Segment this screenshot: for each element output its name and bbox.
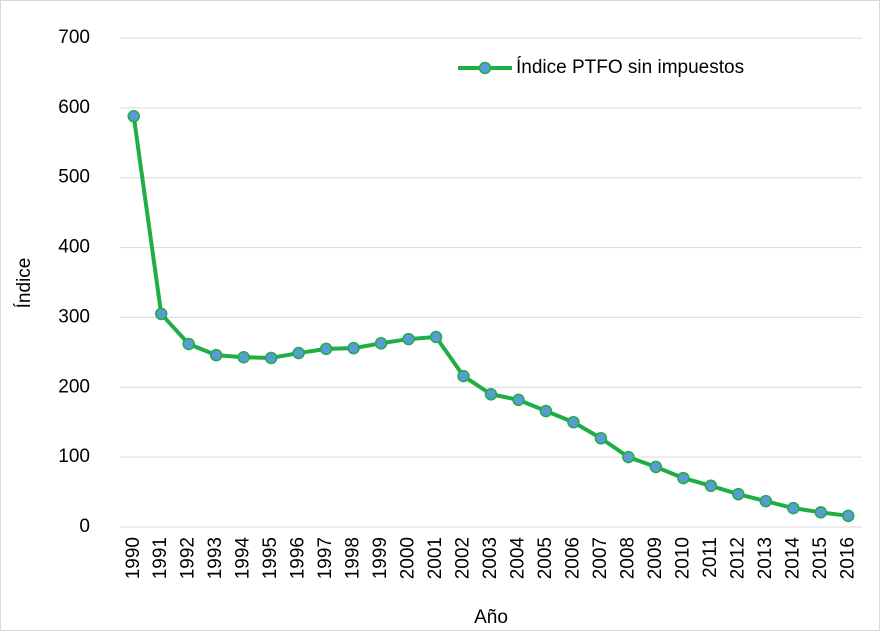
x-tick-label: 2012 — [727, 537, 748, 579]
x-tick-label: 2007 — [590, 537, 611, 579]
x-tick-label: 1990 — [123, 537, 144, 579]
data-point — [649, 460, 663, 474]
x-tick-label: 2013 — [755, 537, 776, 579]
x-tick-label: 2014 — [782, 537, 803, 580]
y-axis-label: Índice — [14, 258, 35, 309]
y-tick-label: 200 — [58, 376, 90, 397]
x-tick-label: 1999 — [370, 537, 391, 579]
data-point — [127, 109, 140, 123]
y-tick-label: 300 — [58, 306, 90, 327]
data-point — [154, 307, 168, 321]
data-point — [622, 450, 635, 464]
legend-label: Índice PTFO sin impuestos — [516, 57, 744, 78]
data-point — [264, 351, 278, 365]
y-tick-label: 400 — [58, 237, 90, 258]
data-point — [209, 348, 223, 362]
x-tick-label: 2004 — [507, 537, 528, 580]
y-tick-label: 600 — [58, 97, 90, 118]
x-tick-label: 1992 — [178, 537, 199, 579]
x-tick-label: 1995 — [260, 537, 281, 579]
data-point — [814, 506, 828, 519]
data-point — [732, 487, 745, 501]
y-tick-label: 0 — [79, 516, 90, 537]
x-tick-label: 1997 — [315, 537, 336, 579]
data-point — [759, 494, 773, 508]
data-point — [402, 332, 415, 346]
x-tick-label: 2001 — [425, 537, 446, 579]
data-point — [512, 393, 525, 407]
data-point — [292, 346, 305, 360]
data-point — [374, 337, 388, 350]
legend-marker — [478, 61, 492, 75]
x-tick-label: 2005 — [535, 537, 556, 579]
data-point — [704, 479, 718, 493]
data-point — [319, 342, 333, 356]
x-tick-label: 2016 — [837, 537, 858, 579]
x-axis-label: Año — [474, 607, 508, 628]
x-tick-label: 1994 — [233, 537, 254, 580]
y-tick-label: 500 — [58, 167, 90, 188]
data-point — [237, 350, 250, 364]
data-point — [484, 388, 498, 401]
data-point — [594, 432, 608, 445]
x-tick-label: 2002 — [453, 537, 474, 579]
data-point — [429, 330, 443, 344]
data-point — [539, 404, 553, 418]
x-tick-label: 2011 — [700, 537, 721, 578]
x-tick-label: 1993 — [205, 537, 226, 579]
x-tick-label: 2010 — [672, 537, 693, 579]
x-tick-label: 1996 — [288, 537, 309, 579]
x-tick-label: 2009 — [645, 537, 666, 579]
data-point — [457, 369, 470, 383]
x-tick-label: 1998 — [343, 537, 364, 579]
x-tick-label: 2006 — [562, 537, 583, 579]
data-point — [182, 337, 195, 351]
x-tick-label: 2015 — [810, 537, 831, 579]
series-line — [131, 115, 849, 518]
x-tick-label: 1991 — [150, 537, 171, 579]
data-point — [677, 471, 690, 485]
x-tick-label: 2008 — [617, 537, 638, 579]
x-tick-label: 2003 — [480, 537, 501, 579]
y-tick-label: 100 — [58, 446, 90, 467]
x-tick-label: 2000 — [398, 537, 419, 579]
data-point — [842, 509, 855, 523]
data-point — [787, 501, 800, 515]
data-point — [347, 341, 360, 355]
data-point — [567, 415, 580, 429]
y-tick-label: 700 — [58, 27, 90, 48]
